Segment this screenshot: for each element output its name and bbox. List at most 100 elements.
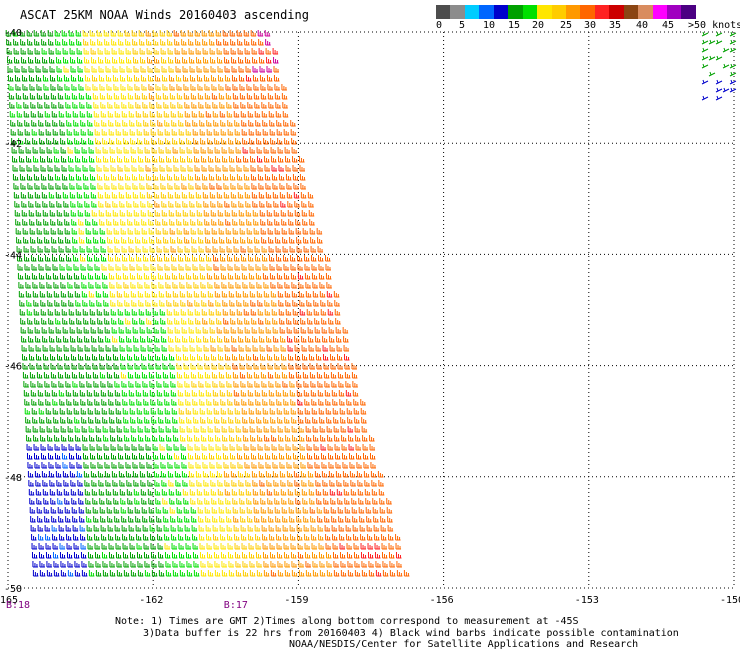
wind-barb (194, 435, 200, 442)
wind-barb (173, 444, 180, 451)
wind-barb (156, 237, 162, 244)
wind-barb (261, 516, 267, 523)
wind-barb (94, 264, 100, 271)
wind-barb (267, 93, 274, 100)
wind-barb (85, 219, 91, 226)
wind-barb (327, 435, 333, 442)
wind-barb (52, 399, 58, 406)
wind-barb (86, 516, 92, 523)
wind-barb (53, 291, 60, 298)
wind-barb (25, 426, 32, 433)
wind-barb (148, 84, 154, 91)
wind-barb (261, 525, 268, 532)
wind-barb (184, 246, 191, 253)
wind-barb (63, 480, 69, 487)
wind-barb (82, 444, 89, 451)
wind-barb (92, 363, 98, 370)
wind-barb (151, 426, 158, 433)
wind-barb (309, 219, 315, 226)
wind-barb (317, 246, 324, 253)
wind-barb (170, 237, 176, 244)
wind-barb (154, 489, 161, 496)
wind-barb (111, 39, 117, 46)
wind-barb (177, 102, 183, 109)
wind-barb (209, 462, 215, 469)
wind-barb (161, 66, 168, 73)
wind-barb (194, 444, 201, 451)
wind-barb (51, 237, 57, 244)
wind-barb (110, 156, 116, 163)
wind-barb (222, 156, 228, 163)
wind-barb (151, 291, 158, 298)
wind-barb (309, 372, 316, 379)
wind-barb (182, 66, 189, 73)
wind-barb (269, 534, 275, 541)
wind-barb (224, 66, 231, 73)
wind-barb (265, 471, 272, 478)
wind-barb (163, 246, 170, 253)
wind-barb (34, 462, 40, 469)
wind-barb (269, 552, 276, 559)
wind-barb (69, 471, 76, 478)
wind-barb (107, 246, 114, 253)
wind-barb (298, 570, 305, 577)
wind-barb (314, 327, 321, 334)
wind-barb (191, 525, 198, 532)
wind-barb (200, 426, 207, 433)
wind-barb (243, 444, 250, 451)
wind-barb (310, 390, 317, 397)
wind-barb (283, 552, 290, 559)
wind-barb (97, 462, 103, 469)
wind-barb (337, 363, 343, 370)
wind-barb (37, 246, 44, 253)
wind-barb (194, 156, 200, 163)
wind-barb (121, 381, 127, 388)
wind-barb (246, 84, 252, 91)
wind-barb (280, 489, 287, 496)
wind-barb (258, 471, 265, 478)
wind-barb (324, 390, 331, 397)
wind-barb (93, 111, 100, 118)
wind-barb (157, 552, 164, 559)
wind-barb (71, 354, 77, 361)
wind-barb (326, 282, 332, 289)
wind-barb (83, 192, 90, 199)
wind-barb (249, 417, 255, 424)
wind-barb (196, 480, 202, 487)
wind-barb (44, 516, 50, 523)
wind-barb (126, 210, 133, 217)
wind-barb (184, 390, 191, 397)
wind-barb (157, 273, 164, 280)
wind-barb (90, 462, 96, 469)
wind-barb (133, 480, 139, 487)
wind-barb (104, 183, 110, 190)
wind-barb (319, 570, 326, 577)
wind-barb (176, 219, 182, 226)
wind-barb (144, 147, 151, 154)
wind-barb (186, 282, 192, 289)
wind-barb (367, 534, 373, 541)
wind-barb (41, 48, 48, 55)
wind-barb (126, 336, 132, 343)
wind-barb (163, 516, 169, 523)
wind-barb (29, 93, 36, 100)
wind-barb (178, 129, 185, 136)
wind-barb (94, 129, 101, 136)
wind-barb (313, 300, 319, 307)
wind-barb (146, 471, 153, 478)
wind-barb (278, 300, 284, 307)
wind-barb (304, 552, 311, 559)
wind-barb (47, 435, 53, 442)
wind-barb (23, 102, 29, 109)
wind-barb (387, 525, 394, 532)
wind-barb (31, 273, 38, 280)
wind-barb (329, 336, 335, 343)
wind-barb (15, 84, 21, 91)
wind-barb (170, 381, 176, 388)
wind-barb (38, 273, 45, 280)
wind-barb (268, 390, 275, 397)
wind-barb (27, 453, 33, 460)
wind-barb (147, 336, 153, 343)
wind-barb (247, 246, 254, 253)
wind-barb (74, 147, 81, 154)
